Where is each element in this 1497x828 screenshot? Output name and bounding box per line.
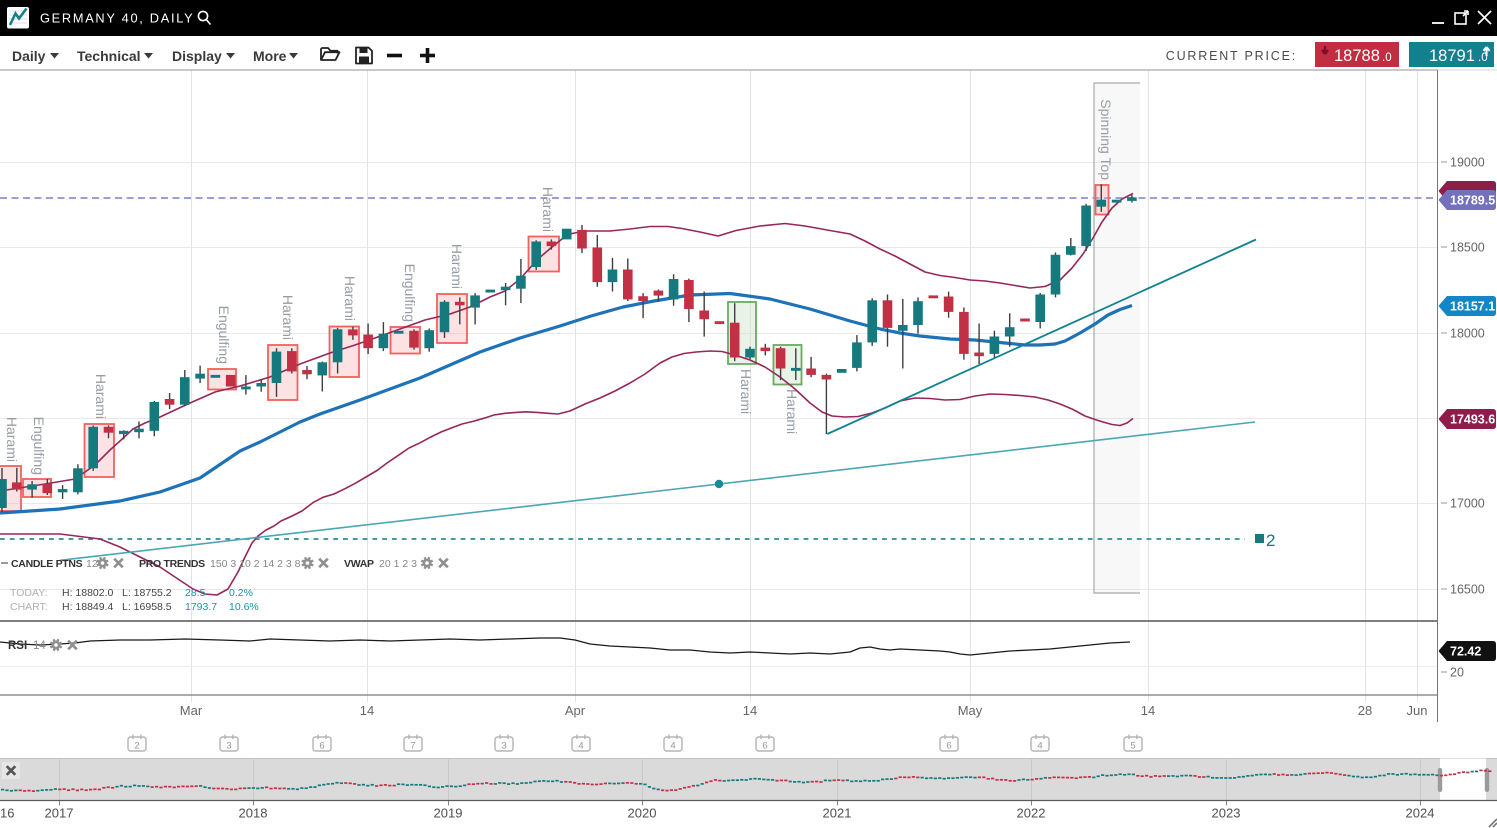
svg-text:14: 14 [33, 640, 46, 652]
svg-text:2019: 2019 [434, 806, 463, 821]
svg-text:Harami: Harami [342, 276, 358, 321]
svg-text:17000: 17000 [1450, 497, 1485, 511]
svg-text:6: 6 [762, 741, 767, 752]
svg-text:.0: .0 [1382, 52, 1392, 64]
svg-text:Technical: Technical [77, 48, 141, 64]
svg-text:CURRENT PRICE:: CURRENT PRICE: [1166, 49, 1297, 63]
svg-text:2023: 2023 [1212, 806, 1241, 821]
svg-text:28.5: 28.5 [185, 587, 206, 599]
svg-text:3: 3 [226, 741, 231, 752]
svg-text:14: 14 [743, 703, 757, 718]
svg-text:Spinning Top: Spinning Top [1098, 99, 1114, 180]
svg-text:16: 16 [0, 806, 14, 821]
svg-text:Harami: Harami [738, 369, 754, 414]
svg-text:2020: 2020 [628, 806, 657, 821]
svg-text:Harami: Harami [4, 417, 20, 462]
svg-text:VWAP: VWAP [344, 558, 374, 570]
svg-text:0.2%: 0.2% [229, 587, 253, 599]
svg-text:18791: 18791 [1429, 47, 1475, 65]
svg-text:Engulfing: Engulfing [216, 306, 232, 364]
svg-text:6: 6 [946, 741, 951, 752]
svg-text:6: 6 [319, 741, 324, 752]
svg-text:2022: 2022 [1017, 806, 1046, 821]
svg-text:17493.6: 17493.6 [1450, 413, 1495, 427]
svg-text:CHART:: CHART: [10, 601, 48, 613]
svg-text:2017: 2017 [45, 806, 74, 821]
svg-text:19000: 19000 [1450, 156, 1485, 170]
svg-text:18788: 18788 [1334, 47, 1380, 65]
svg-text:2: 2 [134, 741, 139, 752]
svg-text:H: 18802.0: H: 18802.0 [62, 587, 114, 599]
svg-text:Harami: Harami [93, 374, 109, 419]
svg-text:More: More [253, 48, 287, 64]
svg-text:1793.7: 1793.7 [185, 601, 217, 613]
svg-text:CANDLE PTNS: CANDLE PTNS [11, 558, 83, 570]
svg-text:12: 12 [86, 558, 98, 570]
svg-text:4: 4 [1037, 741, 1042, 752]
svg-text:May: May [958, 703, 983, 718]
svg-text:20 1 2 3: 20 1 2 3 [379, 558, 417, 570]
svg-text:Harami: Harami [449, 244, 465, 289]
svg-text:Harami: Harami [280, 295, 296, 340]
svg-text:2021: 2021 [823, 806, 852, 821]
svg-text:H: 18849.4: H: 18849.4 [62, 601, 114, 613]
svg-text:Harami: Harami [540, 187, 556, 232]
svg-text:16500: 16500 [1450, 583, 1485, 597]
svg-text:Mar: Mar [180, 703, 203, 718]
svg-text:2018: 2018 [239, 806, 268, 821]
svg-text:20: 20 [1450, 666, 1464, 680]
svg-text:Daily: Daily [12, 48, 46, 64]
svg-text:Harami: Harami [784, 389, 800, 434]
svg-text:TODAY:: TODAY: [10, 587, 48, 599]
svg-text:GERMANY 40, DAILY: GERMANY 40, DAILY [40, 11, 194, 26]
svg-text:RSI: RSI [8, 640, 27, 652]
svg-text:18000: 18000 [1450, 327, 1485, 341]
svg-text:14: 14 [360, 703, 374, 718]
svg-text:L: 18755.2: L: 18755.2 [122, 587, 172, 599]
svg-text:28: 28 [1358, 703, 1372, 718]
svg-text:18500: 18500 [1450, 241, 1485, 255]
svg-text:Engulfing: Engulfing [402, 264, 418, 322]
svg-text:Engulfing: Engulfing [31, 417, 47, 475]
svg-text:5: 5 [1130, 741, 1135, 752]
svg-text:18789.5: 18789.5 [1450, 194, 1495, 208]
svg-text:4: 4 [670, 741, 675, 752]
svg-text:3: 3 [501, 741, 506, 752]
svg-text:PRO TRENDS: PRO TRENDS [139, 558, 205, 570]
svg-text:4: 4 [578, 741, 583, 752]
svg-text:Display: Display [172, 48, 222, 64]
svg-text:2024: 2024 [1406, 806, 1435, 821]
svg-text:10.6%: 10.6% [229, 601, 259, 613]
svg-text:Jun: Jun [1407, 703, 1428, 718]
svg-text:72.42: 72.42 [1450, 645, 1481, 659]
svg-text:2: 2 [1266, 531, 1275, 550]
svg-text:150 3 10 2 14 2 3 8: 150 3 10 2 14 2 3 8 [210, 558, 301, 570]
svg-text:14: 14 [1141, 703, 1155, 718]
svg-text:L: 16958.5: L: 16958.5 [122, 601, 172, 613]
svg-text:.0: .0 [1478, 52, 1488, 64]
svg-text:18157.1: 18157.1 [1450, 300, 1495, 314]
svg-text:Apr: Apr [565, 703, 586, 718]
svg-text:7: 7 [410, 741, 415, 752]
